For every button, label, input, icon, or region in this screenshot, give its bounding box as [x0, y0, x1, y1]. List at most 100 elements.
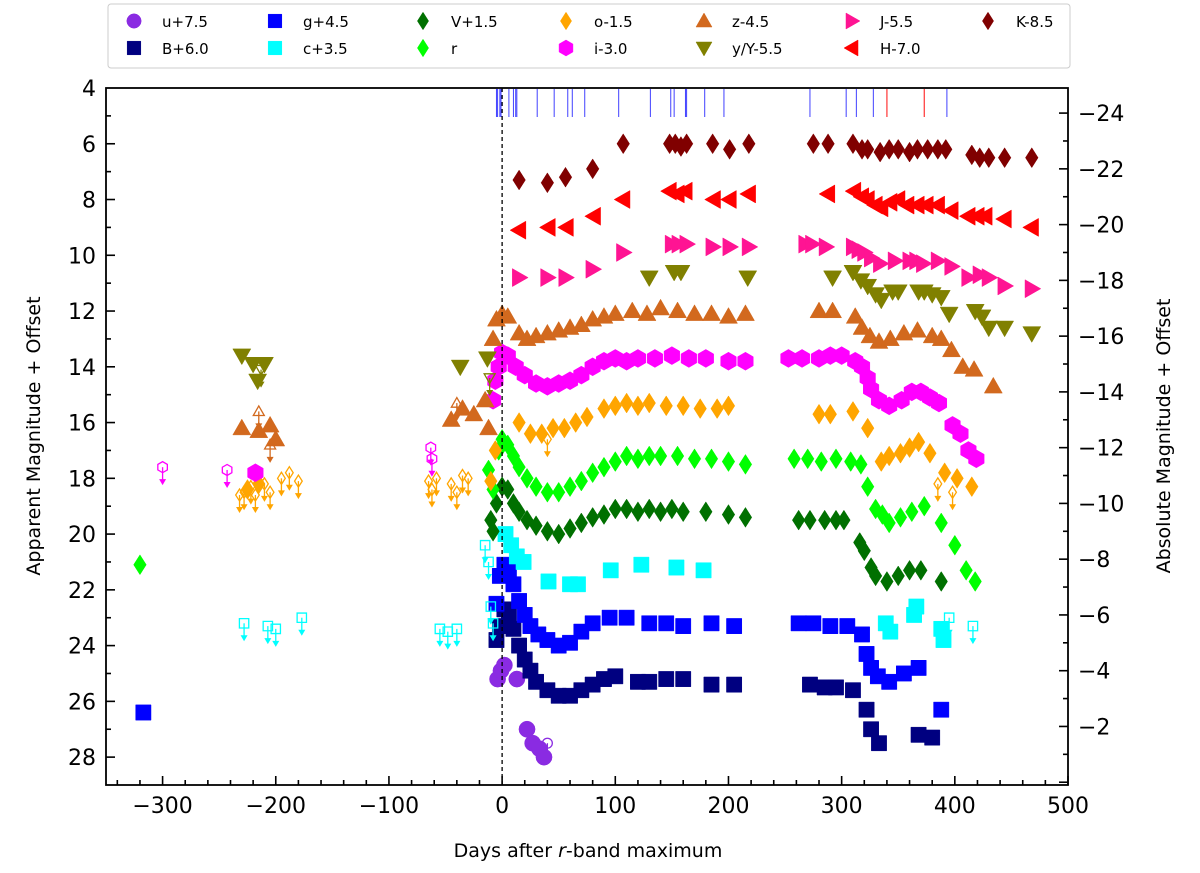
o-point — [823, 403, 837, 425]
o-upper-limit-arrowhead — [428, 501, 436, 508]
V-point — [486, 520, 500, 542]
y-tick-label: 20 — [68, 523, 96, 548]
z-point — [736, 304, 755, 321]
y-upper-limit-arrowhead — [486, 389, 494, 396]
o-upper-limit-point — [265, 484, 275, 500]
B-point — [802, 676, 818, 693]
y-right-tick-label: −16 — [1078, 325, 1124, 350]
x-tick-label: 0 — [495, 794, 509, 819]
o-upper-limit-point — [234, 487, 245, 503]
z-point — [483, 329, 503, 346]
i-upper-limit-point — [157, 460, 169, 474]
H-point — [539, 217, 556, 237]
z-point — [605, 304, 625, 321]
z-point — [475, 390, 495, 408]
r-point — [687, 448, 702, 470]
c-upper-limit-arrowhead — [264, 638, 272, 645]
u-point — [496, 656, 513, 674]
y-axis-label: Apparent Magnitude + Offset — [23, 296, 45, 575]
legend-box — [107, 3, 1071, 69]
z-point — [908, 321, 927, 338]
i-upper-limit-point — [221, 463, 233, 477]
i-upper-limit-arrowhead — [428, 470, 436, 477]
o-upper-limit-point — [427, 482, 437, 497]
y-tick-label: 6 — [82, 133, 96, 158]
o-upper-limit-arrowhead — [425, 493, 433, 500]
H-point — [720, 190, 737, 209]
i-point — [737, 351, 754, 371]
J-point — [540, 268, 557, 288]
legend-item-u: u+7.5 — [126, 13, 208, 31]
y-point — [858, 278, 878, 296]
V-point — [586, 506, 600, 528]
V-point — [620, 498, 634, 520]
i-point — [646, 349, 663, 368]
H-point — [704, 190, 721, 209]
g-point — [658, 615, 675, 632]
o-upper-limit-point — [276, 471, 287, 486]
r-point — [738, 454, 753, 475]
B-point — [858, 701, 875, 718]
z-point — [637, 304, 657, 321]
series-g — [135, 556, 950, 721]
legend-item-y: y/Y-5.5 — [695, 40, 783, 58]
K-point — [882, 138, 896, 160]
r-point — [563, 476, 577, 498]
o-point — [659, 395, 673, 417]
r-point — [133, 554, 147, 576]
K-point — [586, 158, 600, 180]
y-right-tick-label: −22 — [1078, 158, 1124, 183]
y-upper-limit-point — [483, 373, 497, 385]
x-tick-label: −100 — [359, 794, 419, 819]
y-point — [639, 270, 659, 288]
B-point — [726, 676, 743, 693]
series-J — [512, 234, 1042, 299]
series-c — [238, 526, 979, 650]
y-point — [232, 348, 252, 366]
i-upper-limit-point — [426, 452, 438, 466]
K-point — [540, 172, 554, 194]
c-upper-limit-arrowhead — [436, 640, 444, 647]
J-point — [972, 265, 990, 285]
z-point — [894, 323, 914, 341]
x-tick-label: −300 — [132, 794, 192, 819]
K-point — [558, 166, 573, 188]
o-upper-limit-arrowhead — [236, 507, 244, 514]
i-point — [952, 424, 969, 444]
r-point — [631, 448, 645, 470]
V-point — [792, 509, 806, 531]
o-upper-limit-point — [423, 473, 434, 489]
z-point — [845, 307, 865, 324]
o-upper-limit-point — [463, 471, 473, 486]
g-point — [511, 593, 527, 609]
o-point — [512, 412, 526, 433]
J-point — [1024, 279, 1042, 299]
K-point — [965, 144, 979, 166]
c-point — [935, 632, 952, 648]
legend-item-o: o-1.5 — [560, 11, 633, 31]
y-tick-label: 4 — [82, 77, 96, 102]
B-point — [924, 729, 941, 746]
V-point — [552, 523, 566, 545]
H-point — [928, 195, 945, 215]
B-point — [828, 679, 844, 696]
y-point — [671, 265, 691, 282]
y-tick-label: 26 — [68, 690, 96, 715]
r-point — [574, 470, 588, 492]
K-point — [998, 147, 1012, 169]
c-upper-limit-arrowhead — [485, 573, 493, 580]
o-point — [535, 423, 549, 445]
B-point — [658, 671, 675, 687]
H-point — [975, 206, 993, 226]
r-point — [854, 454, 868, 475]
y-point — [979, 320, 999, 338]
y-tick-label: 28 — [68, 746, 96, 771]
K-point — [846, 133, 860, 155]
r-point — [968, 571, 982, 592]
u-point — [535, 748, 553, 766]
V-point — [818, 509, 832, 531]
y-point — [248, 373, 268, 391]
c-point — [633, 556, 650, 573]
series-H — [509, 181, 1039, 240]
z-point — [232, 418, 252, 436]
